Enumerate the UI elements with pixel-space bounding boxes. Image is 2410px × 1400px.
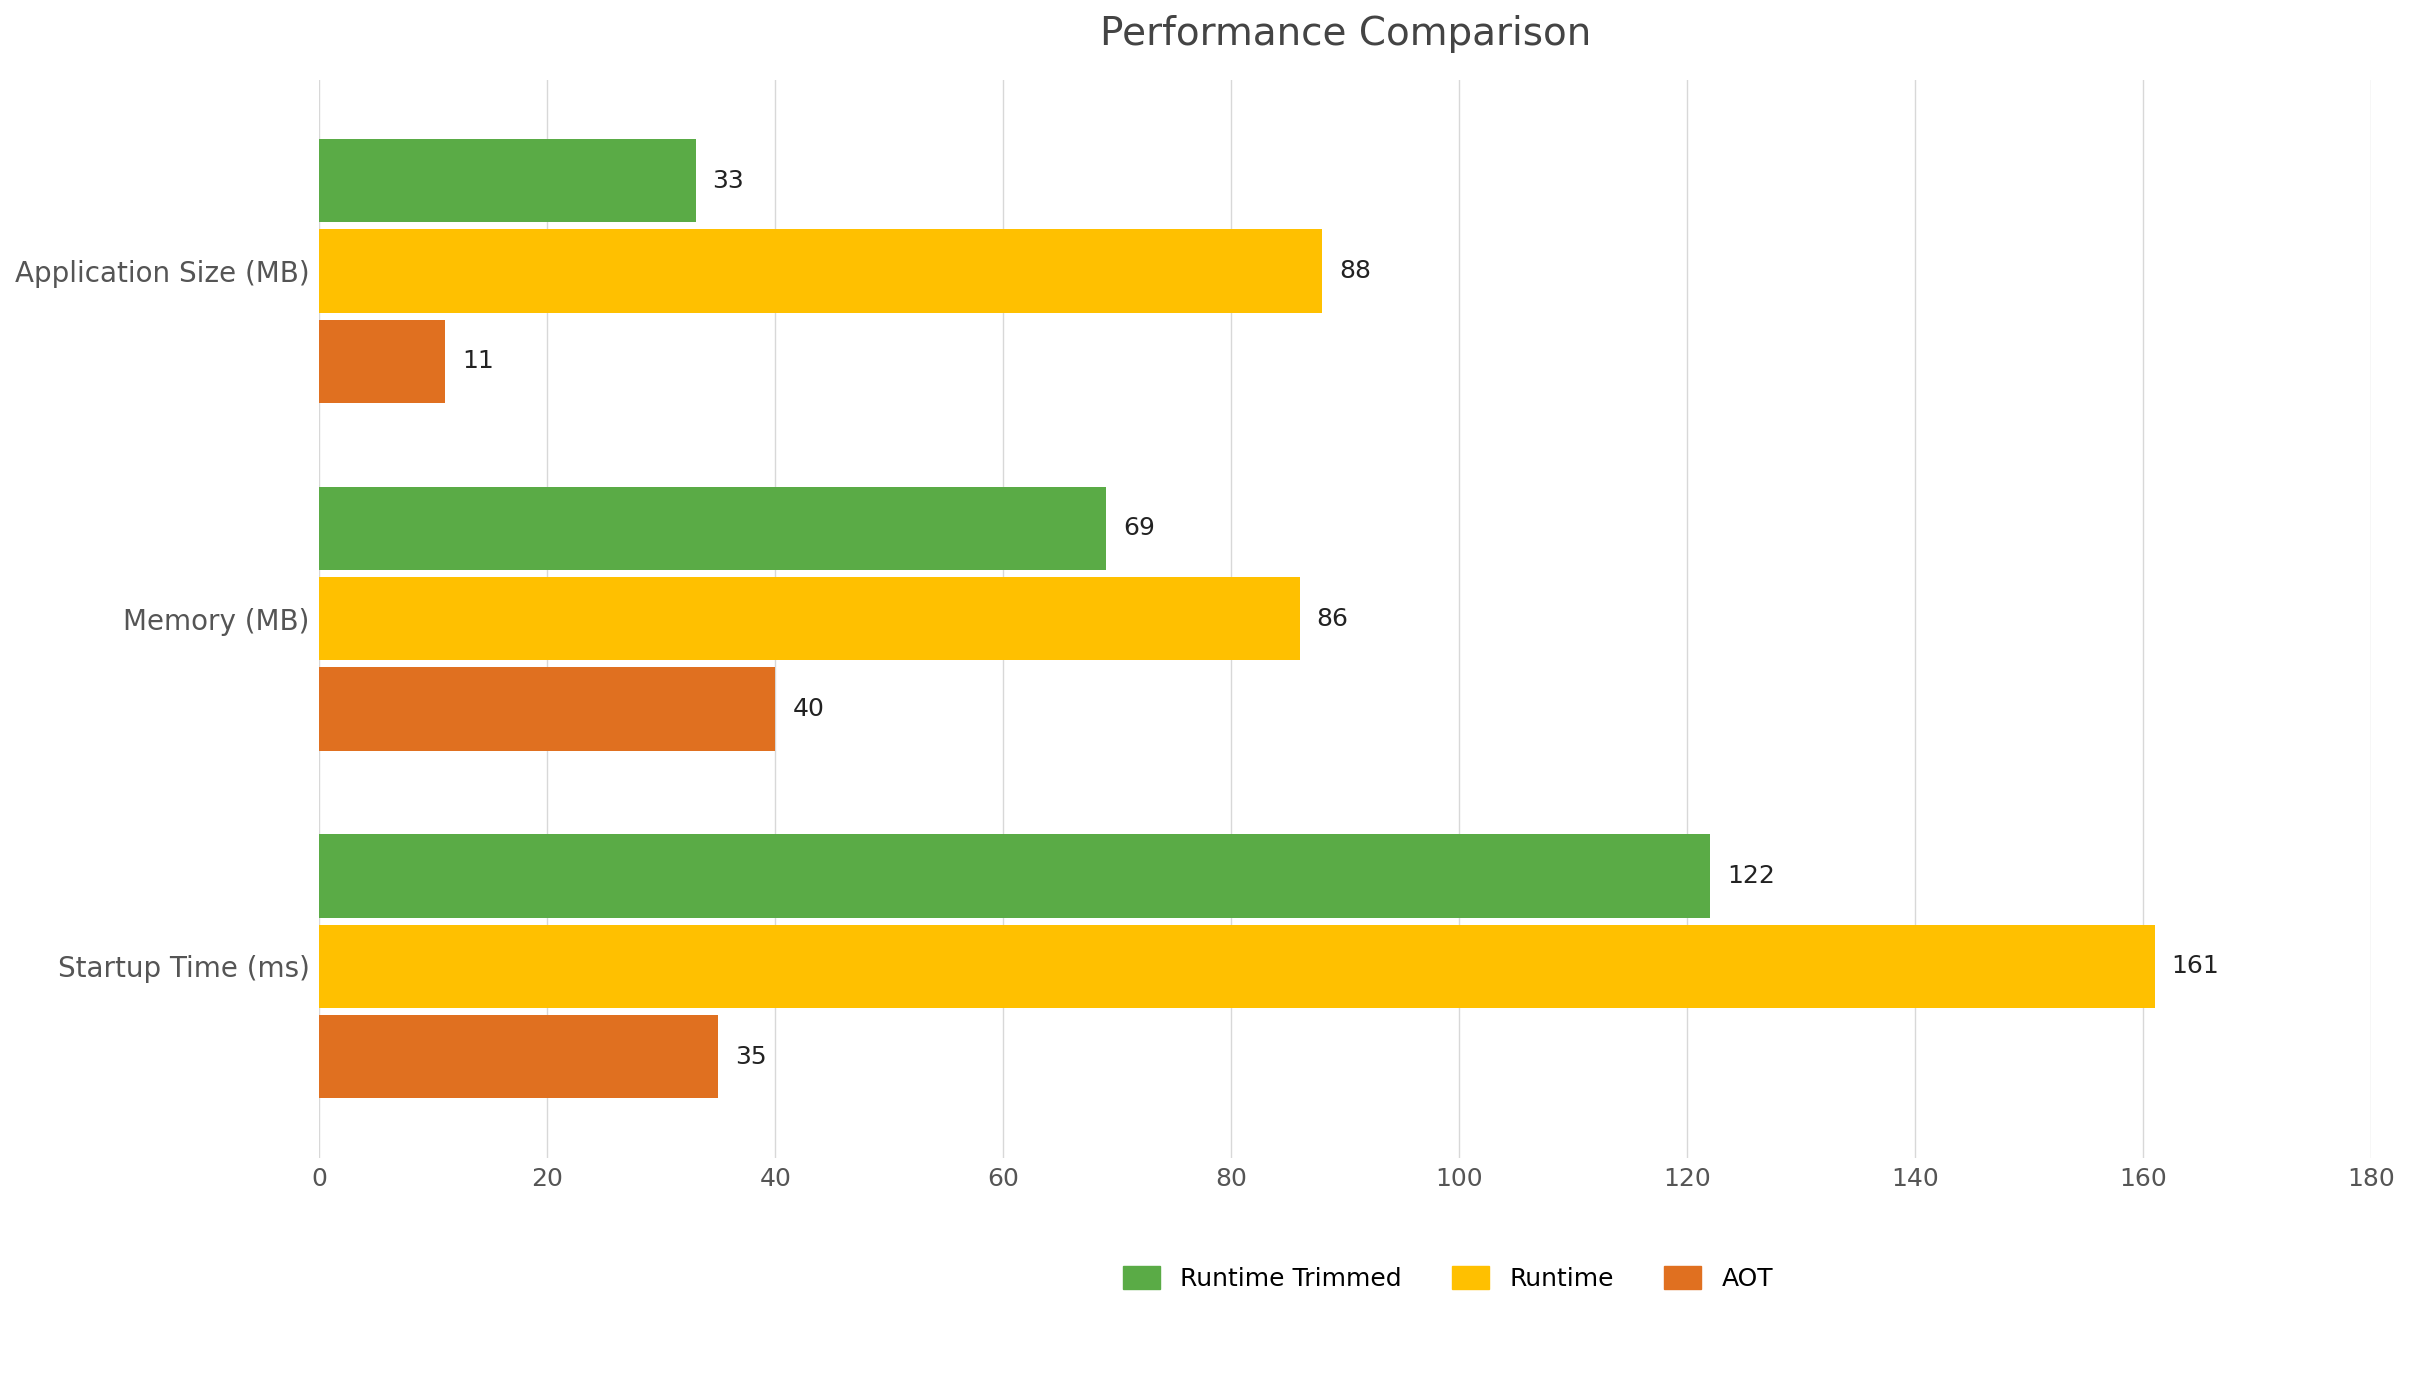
Text: 35: 35	[735, 1044, 766, 1068]
Bar	[321, 924, 2155, 1008]
Text: 11: 11	[463, 350, 494, 374]
Text: 86: 86	[1316, 606, 1350, 630]
Bar	[321, 668, 776, 750]
Text: 122: 122	[1728, 864, 1776, 888]
Title: Performance Comparison: Performance Comparison	[1099, 15, 1591, 53]
Legend: Runtime Trimmed, Runtime, AOT: Runtime Trimmed, Runtime, AOT	[1113, 1256, 1783, 1301]
Bar	[321, 834, 1711, 917]
Text: 69: 69	[1123, 517, 1154, 540]
Bar	[321, 487, 1106, 570]
Bar	[321, 1015, 718, 1099]
Text: 161: 161	[2171, 955, 2220, 979]
Text: 40: 40	[793, 697, 824, 721]
Bar	[321, 139, 696, 223]
Text: 88: 88	[1340, 259, 1371, 283]
Text: 33: 33	[713, 168, 745, 193]
Bar	[321, 319, 446, 403]
Bar	[321, 230, 1323, 312]
Bar	[321, 577, 1299, 661]
